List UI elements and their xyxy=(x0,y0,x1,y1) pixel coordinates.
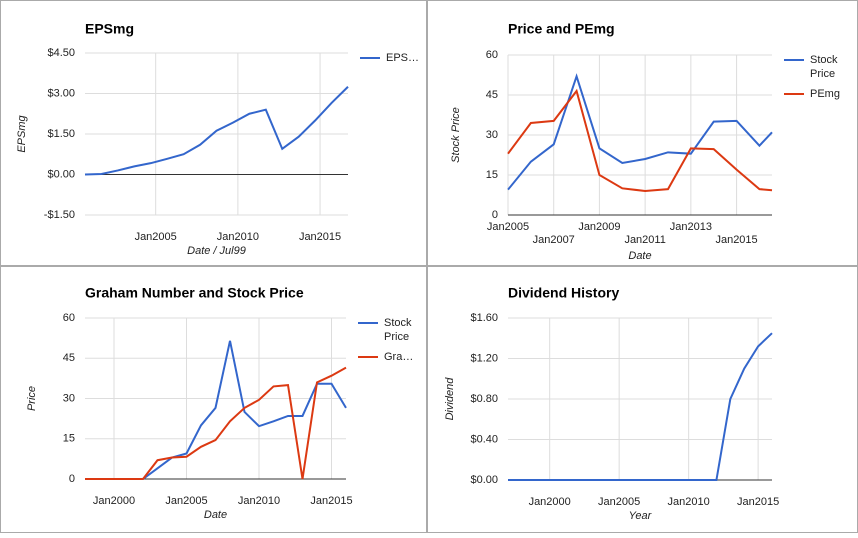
panel xyxy=(0,0,427,266)
y-tick-label: 30 xyxy=(63,392,75,404)
y-tick-label: 15 xyxy=(486,169,498,181)
x-tick-label: Jan2010 xyxy=(238,495,280,507)
y-tick-label: 15 xyxy=(63,433,75,445)
x-tick-label: Jan2015 xyxy=(737,496,779,508)
y-axis-title: Price xyxy=(26,386,38,411)
legend-label: Gra… xyxy=(384,351,414,363)
y-tick-label: 60 xyxy=(63,312,75,324)
x-tick-label: Jan2000 xyxy=(529,496,571,508)
series-line xyxy=(507,88,773,193)
x-tick-label: Jan2005 xyxy=(487,221,529,233)
y-tick-label: 45 xyxy=(63,352,75,364)
x-tick-label: Jan2013 xyxy=(670,221,712,233)
x-tick-label: Jan2015 xyxy=(715,234,757,246)
legend-item: PEmg xyxy=(784,87,842,101)
legend-label: PEmg xyxy=(810,88,840,100)
legend-label: EPS… xyxy=(386,52,420,64)
legend: Stock Price PEmg xyxy=(784,53,842,107)
y-tick-label: 0 xyxy=(69,473,75,485)
chart-title: Dividend History xyxy=(508,285,619,301)
chart-title: EPSmg xyxy=(85,21,134,37)
x-tick-label: Jan2010 xyxy=(668,496,710,508)
x-axis-title: Date / Jul99 xyxy=(187,245,246,257)
legend-label: Stock Price xyxy=(384,317,412,343)
x-tick-label: Jan2000 xyxy=(93,495,135,507)
legend: EPS… xyxy=(360,51,420,71)
x-tick-label: Jan2005 xyxy=(165,495,207,507)
legend-item: EPS… xyxy=(360,51,420,65)
y-tick-label: 60 xyxy=(486,49,498,61)
chart-title: Price and PEmg xyxy=(508,21,615,37)
series-line xyxy=(85,340,347,480)
y-tick-label: $1.50 xyxy=(47,128,75,140)
legend-swatch xyxy=(358,322,378,324)
series-line xyxy=(508,332,773,481)
series-line xyxy=(84,86,349,176)
y-tick-label: $1.60 xyxy=(470,312,498,324)
legend-label: Stock Price xyxy=(810,54,838,80)
x-tick-label: Jan2011 xyxy=(624,234,665,246)
x-tick-label: Jan2015 xyxy=(299,231,341,243)
legend-swatch xyxy=(360,57,380,59)
series-line xyxy=(85,366,347,480)
y-tick-label: $3.00 xyxy=(47,87,75,99)
chart-title: Graham Number and Stock Price xyxy=(85,285,304,301)
x-tick-label: Jan2005 xyxy=(598,496,640,508)
x-tick-label: Jan2015 xyxy=(310,495,352,507)
x-tick-label: Jan2009 xyxy=(578,221,620,233)
y-tick-label: 45 xyxy=(486,89,498,101)
legend-swatch xyxy=(784,93,804,95)
y-tick-label: $4.50 xyxy=(47,47,75,59)
y-axis-title: Dividend xyxy=(444,377,456,421)
x-tick-label: Jan2005 xyxy=(135,231,177,243)
y-tick-label: 0 xyxy=(492,209,498,221)
y-tick-label: $0.00 xyxy=(470,474,498,486)
legend-item: Stock Price xyxy=(358,316,416,344)
y-tick-label: $0.00 xyxy=(47,168,75,180)
legend-swatch xyxy=(784,59,804,61)
legend-item: Gra… xyxy=(358,350,416,364)
y-tick-label: $1.20 xyxy=(470,352,498,364)
y-tick-label: $0.40 xyxy=(470,433,498,445)
y-tick-label: $0.80 xyxy=(470,393,498,405)
x-axis-title: Year xyxy=(629,510,653,522)
legend: Stock Price Gra… xyxy=(358,316,416,370)
y-axis-title: EPSmg xyxy=(16,114,28,152)
x-axis-title: Date xyxy=(628,250,651,262)
y-tick-label: -$1.50 xyxy=(44,209,75,221)
x-tick-label: Jan2010 xyxy=(217,231,259,243)
series-line xyxy=(507,73,773,191)
y-tick-label: 30 xyxy=(486,129,498,141)
legend-item: Stock Price xyxy=(784,53,842,81)
y-axis-title: Stock Price xyxy=(450,107,462,163)
x-tick-label: Jan2007 xyxy=(533,234,575,246)
legend-swatch xyxy=(358,356,378,358)
x-axis-title: Date xyxy=(204,509,227,521)
